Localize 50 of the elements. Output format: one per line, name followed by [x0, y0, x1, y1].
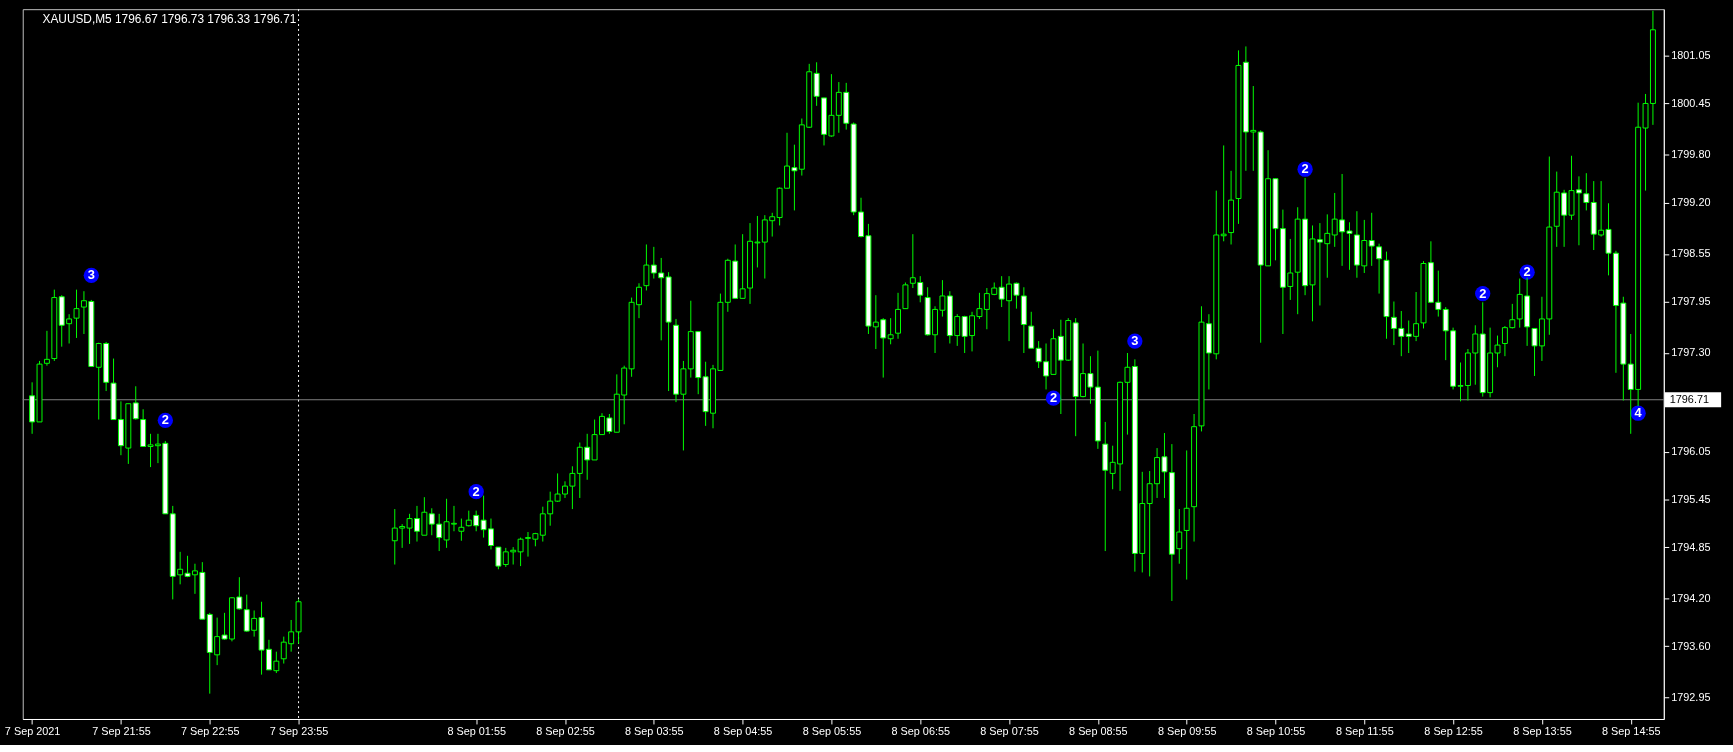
y-tick-label: 1794.85: [1671, 540, 1711, 553]
x-tick-label: 8 Sep 06:55: [891, 725, 951, 738]
x-tick-label: 8 Sep 02:55: [536, 725, 595, 738]
y-tick-label: 1799.20: [1671, 195, 1711, 208]
candlestick: [902, 282, 909, 310]
y-tick-label: 1801.05: [1671, 49, 1711, 62]
x-tick-label: 8 Sep 14:55: [1601, 725, 1661, 738]
y-tick-label: 1795.45: [1671, 493, 1711, 506]
candlestick: [1183, 449, 1190, 581]
x-tick-label: 8 Sep 10:55: [1246, 725, 1306, 738]
candlestick: [813, 61, 820, 107]
annotation: 2: [1479, 285, 1487, 301]
ref-line-label: 1796.71: [1669, 392, 1709, 405]
annotation: 2: [472, 483, 480, 499]
y-tick-label: 1794.20: [1671, 592, 1711, 605]
y-tick-label: 1800.45: [1671, 96, 1711, 109]
annotation: 2: [1301, 161, 1309, 177]
y-tick-label: 1798.55: [1671, 247, 1711, 260]
annotation: 3: [87, 267, 95, 283]
y-tick-label: 1799.80: [1671, 148, 1711, 161]
x-tick-label: 8 Sep 05:55: [802, 725, 862, 738]
annotation: 2: [161, 412, 169, 428]
candlestick: [895, 292, 902, 340]
candlestick: [1028, 311, 1035, 349]
x-tick-label: 8 Sep 09:55: [1157, 725, 1217, 738]
x-tick-label: 8 Sep 07:55: [980, 725, 1039, 738]
candlestick: [887, 317, 894, 345]
x-tick-label: 8 Sep 13:55: [1513, 725, 1572, 738]
y-tick-label: 1792.95: [1671, 691, 1711, 704]
candlestick: [458, 518, 465, 542]
x-tick-label: 7 Sep 21:55: [92, 725, 151, 738]
chart-title: XAUUSD,M5 1796.67 1796.73 1796.33 1796.71: [42, 12, 297, 27]
x-tick-label: 8 Sep 11:55: [1335, 725, 1394, 738]
x-tick-label: 8 Sep 03:55: [625, 725, 684, 738]
y-tick-label: 1797.30: [1671, 346, 1711, 359]
x-tick-label: 8 Sep 01:55: [447, 725, 506, 738]
annotation: 2: [1523, 264, 1531, 280]
y-tick-label: 1797.95: [1671, 294, 1711, 307]
x-tick-label: 8 Sep 08:55: [1069, 725, 1128, 738]
x-tick-label: 8 Sep 04:55: [713, 725, 773, 738]
x-tick-label: 8 Sep 12:55: [1424, 725, 1483, 738]
x-tick-label: 7 Sep 23:55: [269, 725, 329, 738]
y-tick-label: 1796.05: [1671, 445, 1711, 458]
annotation: 3: [1131, 333, 1139, 349]
x-tick-label: 7 Sep 2021: [4, 725, 61, 738]
candlestick: [132, 385, 139, 421]
annotation: 4: [1634, 405, 1643, 421]
x-tick-label: 7 Sep 22:55: [180, 725, 240, 738]
annotation: 2: [1049, 390, 1058, 406]
y-tick-label: 1793.60: [1671, 639, 1711, 652]
